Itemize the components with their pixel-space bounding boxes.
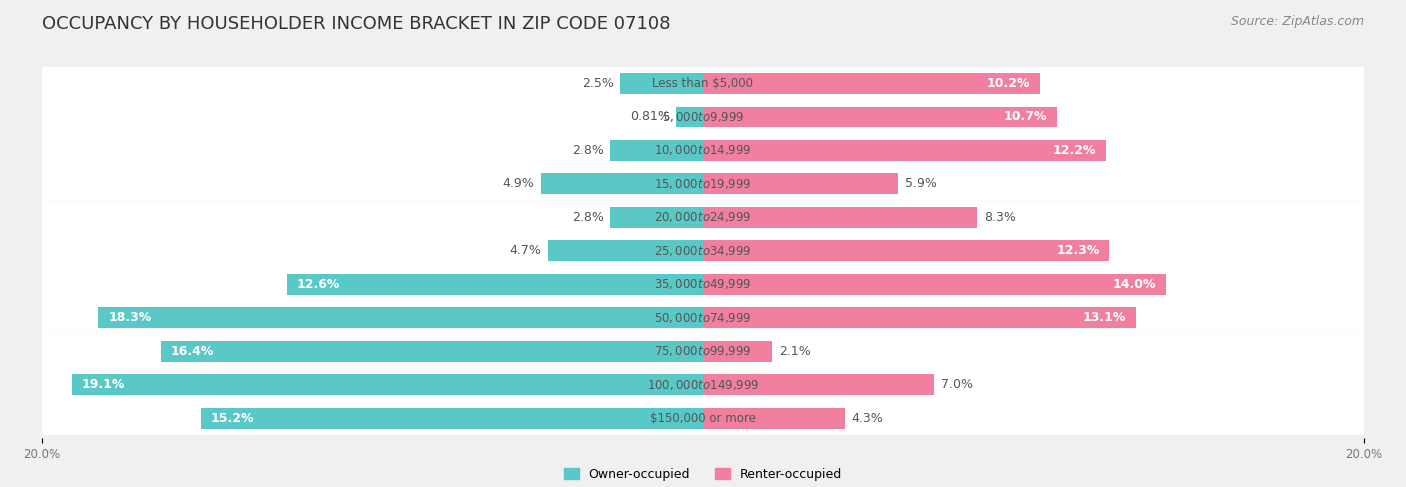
Text: 12.6%: 12.6% — [297, 278, 340, 291]
Bar — [703, 307, 1136, 328]
FancyBboxPatch shape — [42, 133, 1364, 167]
Text: 7.0%: 7.0% — [941, 378, 973, 391]
Bar — [287, 274, 703, 295]
Bar — [541, 173, 703, 194]
Text: 19.1%: 19.1% — [82, 378, 125, 391]
Text: 13.1%: 13.1% — [1083, 311, 1126, 324]
Text: 2.5%: 2.5% — [582, 77, 614, 90]
Bar — [676, 107, 703, 127]
Legend: Owner-occupied, Renter-occupied: Owner-occupied, Renter-occupied — [564, 468, 842, 481]
Text: $25,000 to $34,999: $25,000 to $34,999 — [654, 244, 752, 258]
Text: 16.4%: 16.4% — [172, 345, 214, 358]
Bar — [703, 408, 845, 429]
Bar — [610, 140, 703, 161]
Text: 5.9%: 5.9% — [904, 177, 936, 190]
Text: Less than $5,000: Less than $5,000 — [652, 77, 754, 90]
Bar — [703, 173, 898, 194]
Bar — [610, 207, 703, 228]
Text: 4.9%: 4.9% — [503, 177, 534, 190]
FancyBboxPatch shape — [42, 201, 1364, 234]
Text: 2.8%: 2.8% — [572, 211, 605, 224]
Text: 4.7%: 4.7% — [509, 244, 541, 257]
Bar — [98, 307, 703, 328]
Bar — [201, 408, 703, 429]
Text: 14.0%: 14.0% — [1112, 278, 1156, 291]
Text: OCCUPANCY BY HOUSEHOLDER INCOME BRACKET IN ZIP CODE 07108: OCCUPANCY BY HOUSEHOLDER INCOME BRACKET … — [42, 15, 671, 33]
FancyBboxPatch shape — [42, 267, 1364, 301]
Bar — [703, 207, 977, 228]
FancyBboxPatch shape — [42, 335, 1364, 368]
Bar — [703, 140, 1107, 161]
Bar — [162, 341, 703, 362]
FancyBboxPatch shape — [42, 401, 1364, 435]
Bar — [548, 241, 703, 261]
Text: 2.1%: 2.1% — [779, 345, 811, 358]
Text: 18.3%: 18.3% — [108, 311, 152, 324]
Text: $35,000 to $49,999: $35,000 to $49,999 — [654, 277, 752, 291]
Text: $150,000 or more: $150,000 or more — [650, 412, 756, 425]
Text: $15,000 to $19,999: $15,000 to $19,999 — [654, 177, 752, 191]
Text: $20,000 to $24,999: $20,000 to $24,999 — [654, 210, 752, 225]
FancyBboxPatch shape — [42, 67, 1364, 100]
Bar — [703, 107, 1056, 127]
Bar — [72, 375, 703, 395]
Bar — [703, 73, 1040, 94]
Text: $100,000 to $149,999: $100,000 to $149,999 — [647, 378, 759, 392]
Text: 10.2%: 10.2% — [987, 77, 1031, 90]
Bar — [703, 241, 1109, 261]
Text: $75,000 to $99,999: $75,000 to $99,999 — [654, 344, 752, 358]
Text: 8.3%: 8.3% — [984, 211, 1015, 224]
Bar — [703, 274, 1166, 295]
Text: 15.2%: 15.2% — [211, 412, 254, 425]
FancyBboxPatch shape — [42, 100, 1364, 133]
Text: $50,000 to $74,999: $50,000 to $74,999 — [654, 311, 752, 325]
Text: 10.7%: 10.7% — [1002, 111, 1046, 123]
Bar — [703, 375, 934, 395]
FancyBboxPatch shape — [42, 301, 1364, 335]
FancyBboxPatch shape — [42, 167, 1364, 201]
Bar — [620, 73, 703, 94]
Text: Source: ZipAtlas.com: Source: ZipAtlas.com — [1230, 15, 1364, 28]
Bar — [703, 341, 772, 362]
Text: 0.81%: 0.81% — [630, 111, 669, 123]
Text: $5,000 to $9,999: $5,000 to $9,999 — [662, 110, 744, 124]
FancyBboxPatch shape — [42, 234, 1364, 267]
FancyBboxPatch shape — [42, 368, 1364, 401]
Text: 4.3%: 4.3% — [852, 412, 883, 425]
Text: $10,000 to $14,999: $10,000 to $14,999 — [654, 143, 752, 157]
Text: 2.8%: 2.8% — [572, 144, 605, 157]
Text: 12.3%: 12.3% — [1056, 244, 1099, 257]
Text: 12.2%: 12.2% — [1053, 144, 1097, 157]
